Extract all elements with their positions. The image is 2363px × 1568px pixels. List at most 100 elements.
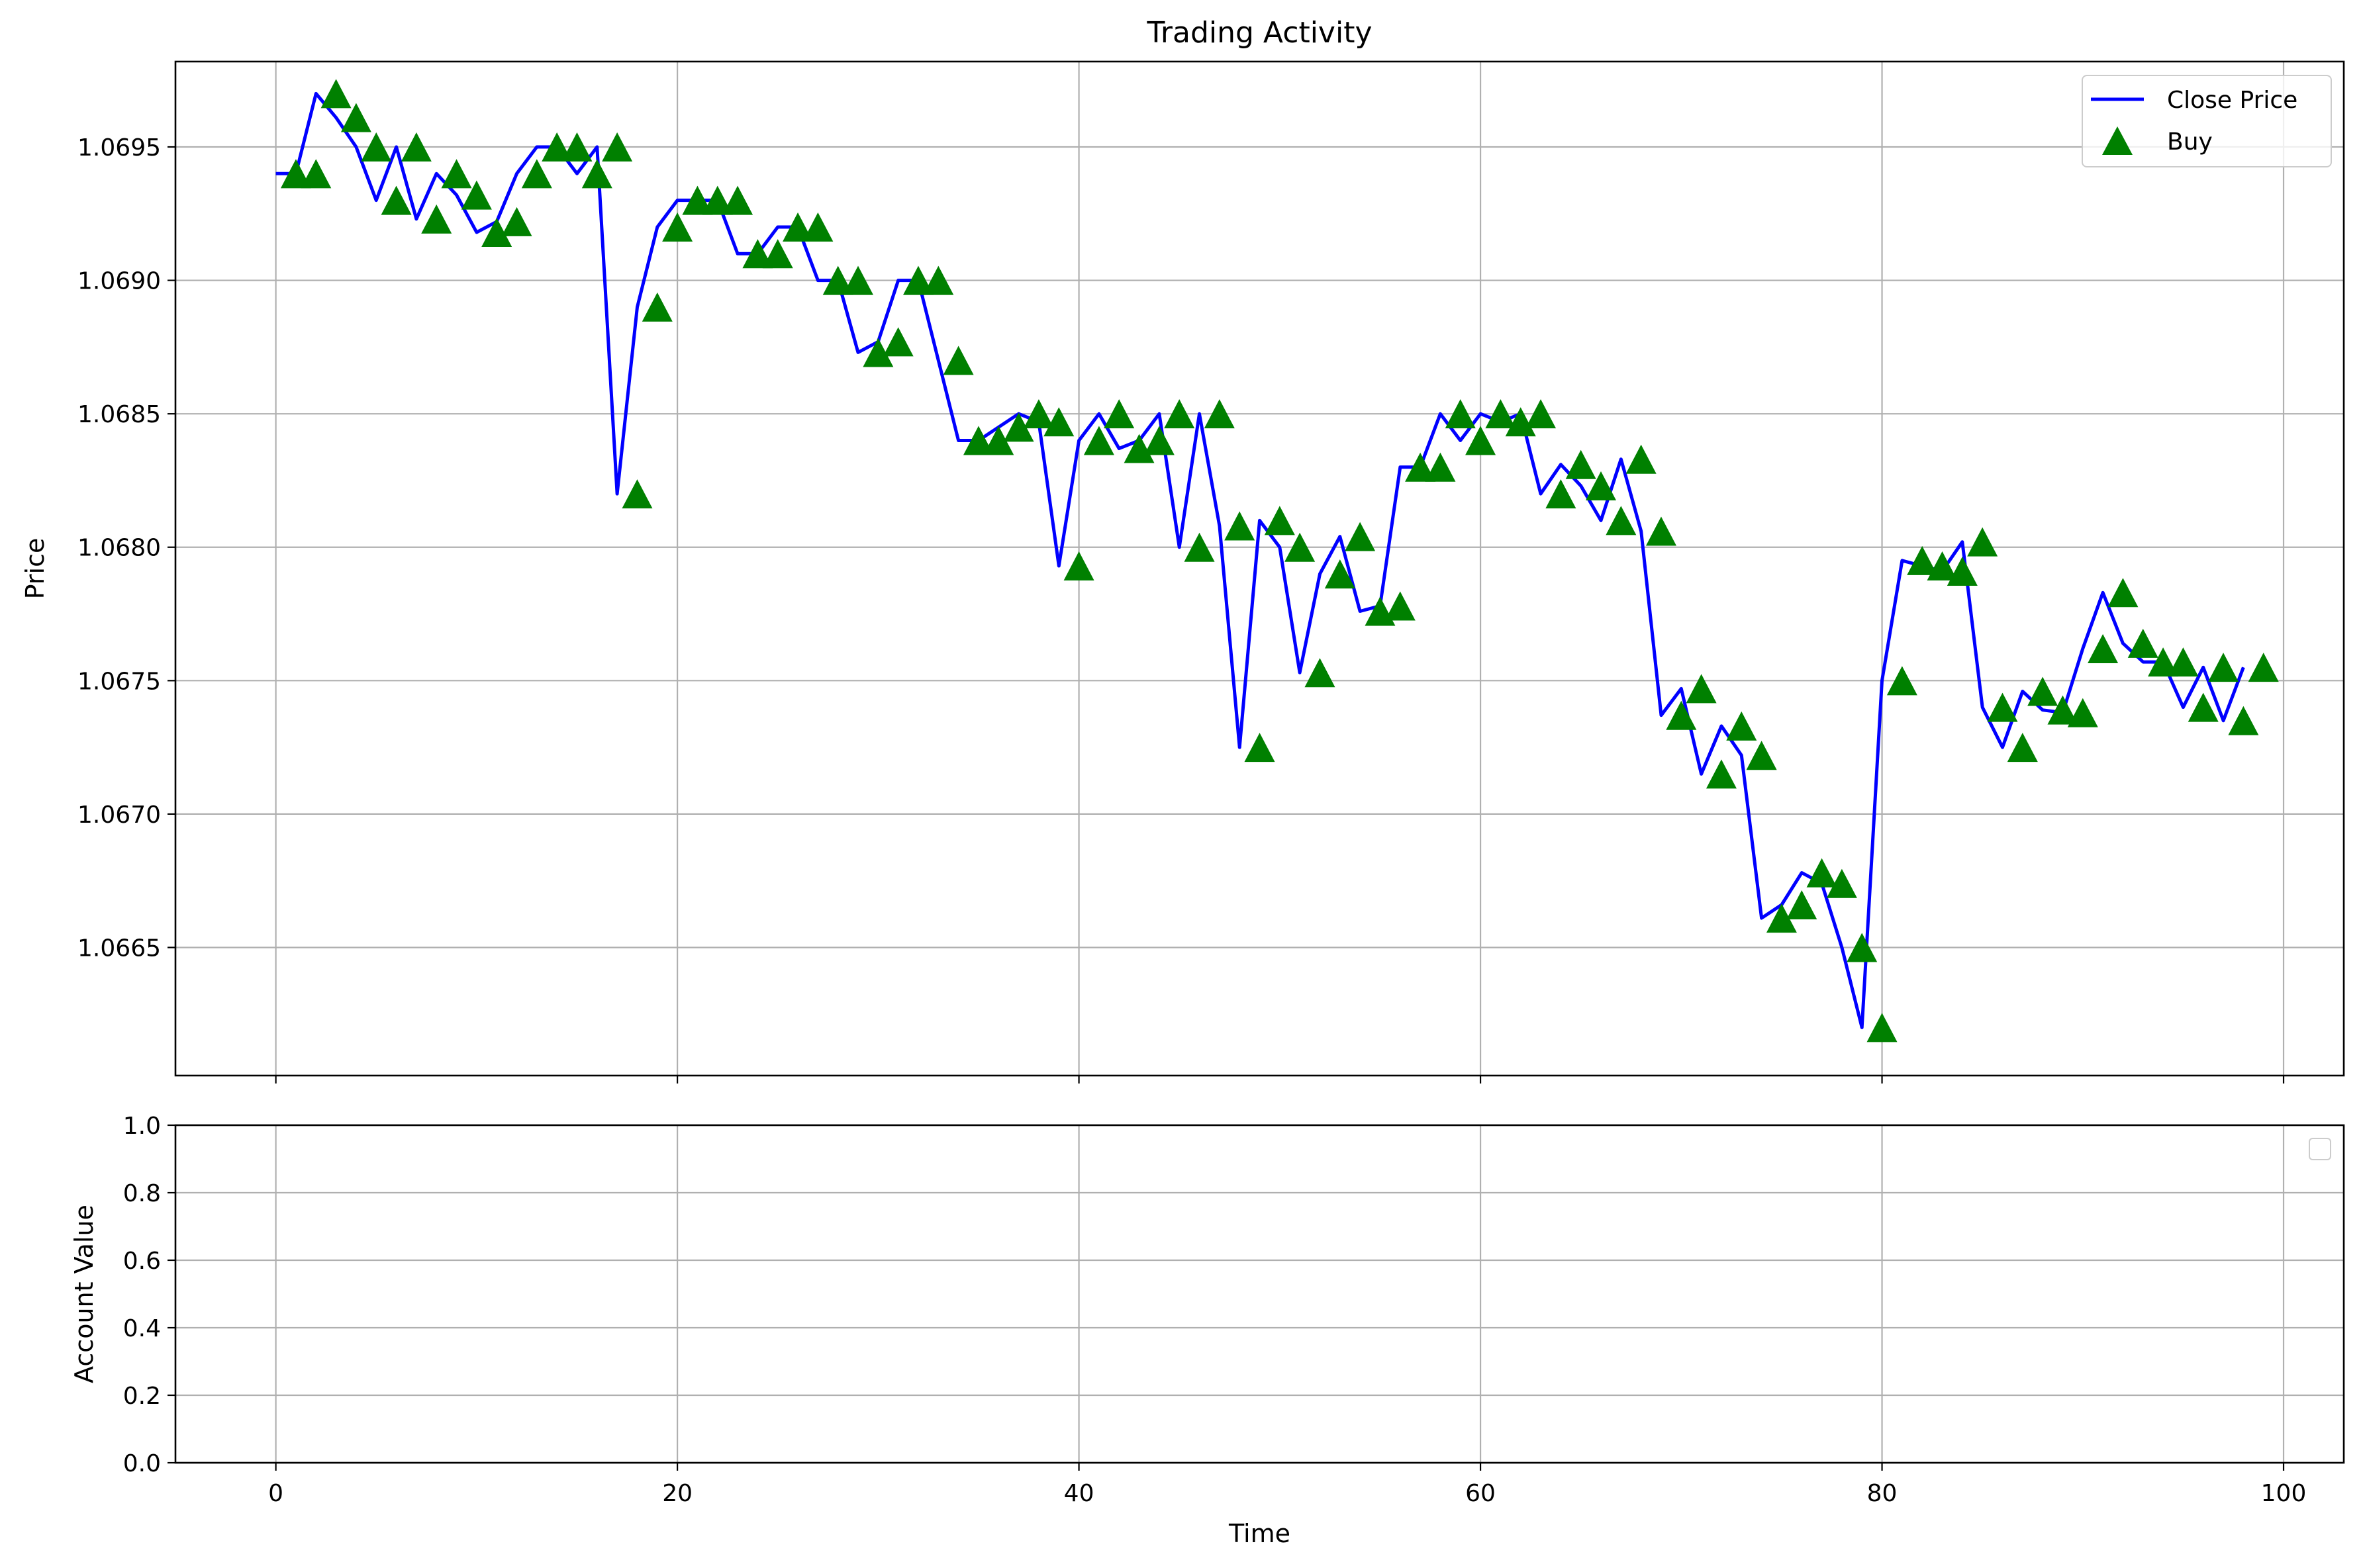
price-y-tick-label: 1.0665 — [77, 935, 161, 962]
account-y-tick-label: 0.4 — [123, 1315, 161, 1342]
buy-marker — [2088, 633, 2119, 663]
account-ticks: 0 20 40 60 80 100 0.0 0.2 0.4 0.6 0.8 1.0 — [123, 1113, 2307, 1507]
buy-marker — [481, 218, 512, 248]
buy-marker — [1666, 700, 1697, 730]
buy-marker — [381, 185, 412, 215]
buy-marker — [1023, 399, 1054, 429]
buy-marker — [280, 159, 311, 189]
buy-marker — [1143, 426, 1175, 455]
buy-marker — [762, 239, 793, 269]
price-y-tick-label: 1.0675 — [77, 668, 161, 695]
buy-marker — [1907, 545, 1938, 575]
account-y-tick-label: 0.8 — [123, 1180, 161, 1207]
account-y-axis-label: Account Value — [70, 1205, 99, 1383]
buy-marker — [1304, 658, 1335, 688]
x-tick-label: 0 — [268, 1480, 283, 1507]
buy-marker — [1586, 471, 1617, 501]
account-y-tick-label: 0.2 — [123, 1383, 161, 1410]
buy-marker — [1505, 407, 1536, 437]
x-axis-label: Time — [1228, 1519, 1290, 1548]
buy-marker — [1746, 741, 1777, 770]
buy-marker — [2047, 695, 2078, 725]
buy-marker — [1625, 444, 1657, 474]
price-panel: 1.0665 1.0670 1.0675 1.0680 1.0685 1.0690 1.06… — [21, 16, 2345, 1084]
buy-marker — [662, 212, 693, 242]
price-y-tick-label: 1.0695 — [77, 134, 161, 161]
buy-marker — [320, 79, 352, 109]
buy-marker — [1967, 527, 1998, 557]
buy-marker — [1786, 890, 1817, 919]
buy-marker — [2107, 578, 2139, 608]
legend-buy-swatch — [2102, 126, 2133, 155]
buy-marker — [1886, 666, 1917, 696]
buy-marker — [340, 103, 371, 132]
buy-marker — [822, 265, 853, 295]
buy-marker — [1706, 759, 1737, 789]
legend-box — [2082, 75, 2332, 167]
buy-marker — [2067, 698, 2098, 727]
price-series — [275, 79, 2279, 1042]
buy-marker — [1405, 452, 1436, 482]
buy-marker — [943, 346, 974, 375]
buy-marker — [1284, 532, 1316, 562]
buy-marker — [1063, 551, 1094, 580]
legend-close-price-label: Close Price — [2167, 87, 2297, 114]
buy-marker — [1545, 479, 1576, 509]
buy-marker — [702, 185, 733, 215]
buy-marker — [1425, 452, 1456, 482]
buy-marker — [963, 426, 994, 455]
buy-marker — [1184, 532, 1215, 562]
buy-marker — [2168, 647, 2199, 677]
x-tick-label: 60 — [1465, 1480, 1496, 1507]
price-y-tick-label: 1.0690 — [77, 268, 161, 295]
price-y-tick-label: 1.0685 — [77, 401, 161, 428]
price-y-tick-label: 1.0680 — [77, 535, 161, 562]
buy-marker — [642, 292, 673, 322]
buy-marker — [1485, 399, 1516, 429]
buy-marker — [742, 239, 773, 269]
buy-marker — [1003, 412, 1034, 442]
buy-marker — [1686, 674, 1717, 704]
price-y-axis-label: Price — [21, 538, 50, 600]
buy-marker — [542, 132, 573, 162]
buy-marker — [1987, 692, 2018, 722]
buy-marker — [1224, 511, 1255, 541]
buy-marker — [1164, 399, 1195, 429]
buy-marker — [1204, 399, 1235, 429]
buy-marker — [2248, 653, 2279, 682]
buy-marker — [581, 159, 612, 189]
buy-marker — [1043, 407, 1075, 437]
buy-marker — [1083, 426, 1114, 455]
buy-marker — [2027, 676, 2058, 706]
buy-marker — [561, 132, 593, 162]
buy-marker — [1726, 711, 1757, 741]
buy-marker — [1826, 868, 1857, 898]
chart-title: Trading Activity — [1147, 16, 1373, 50]
buy-marker — [1124, 434, 1155, 463]
buy-marker — [722, 185, 753, 215]
account-panel: 0 20 40 60 80 100 0.0 0.2 0.4 0.6 0.8 1.0 Account V… — [70, 1113, 2345, 1548]
buy-marker — [2007, 733, 2038, 762]
buy-marker — [301, 159, 332, 189]
buy-marker — [902, 265, 934, 295]
buy-marker — [1947, 557, 1978, 586]
buy-marker — [501, 207, 532, 236]
buy-marker — [2148, 647, 2179, 677]
buy-marker — [401, 132, 432, 162]
price-legend: Close Price Buy — [2082, 75, 2332, 167]
buy-marker — [1806, 858, 1837, 888]
legend-buy-label: Buy — [2167, 128, 2213, 156]
empty-legend-box — [2309, 1138, 2331, 1160]
buy-marker — [1525, 399, 1557, 429]
buy-marker — [1645, 516, 1676, 546]
buy-marker — [1384, 591, 1416, 621]
buy-marker — [923, 265, 954, 295]
buy-marker — [2188, 692, 2219, 722]
account-y-tick-label: 1.0 — [123, 1113, 161, 1140]
account-y-tick-label: 0.6 — [123, 1248, 161, 1275]
x-tick-label: 20 — [662, 1480, 693, 1507]
account-axes-frame — [174, 1124, 2345, 1464]
price-axes-frame — [174, 60, 2345, 1077]
price-ticks: 1.0665 1.0670 1.0675 1.0680 1.0685 1.0690 1.06… — [77, 134, 2285, 1084]
